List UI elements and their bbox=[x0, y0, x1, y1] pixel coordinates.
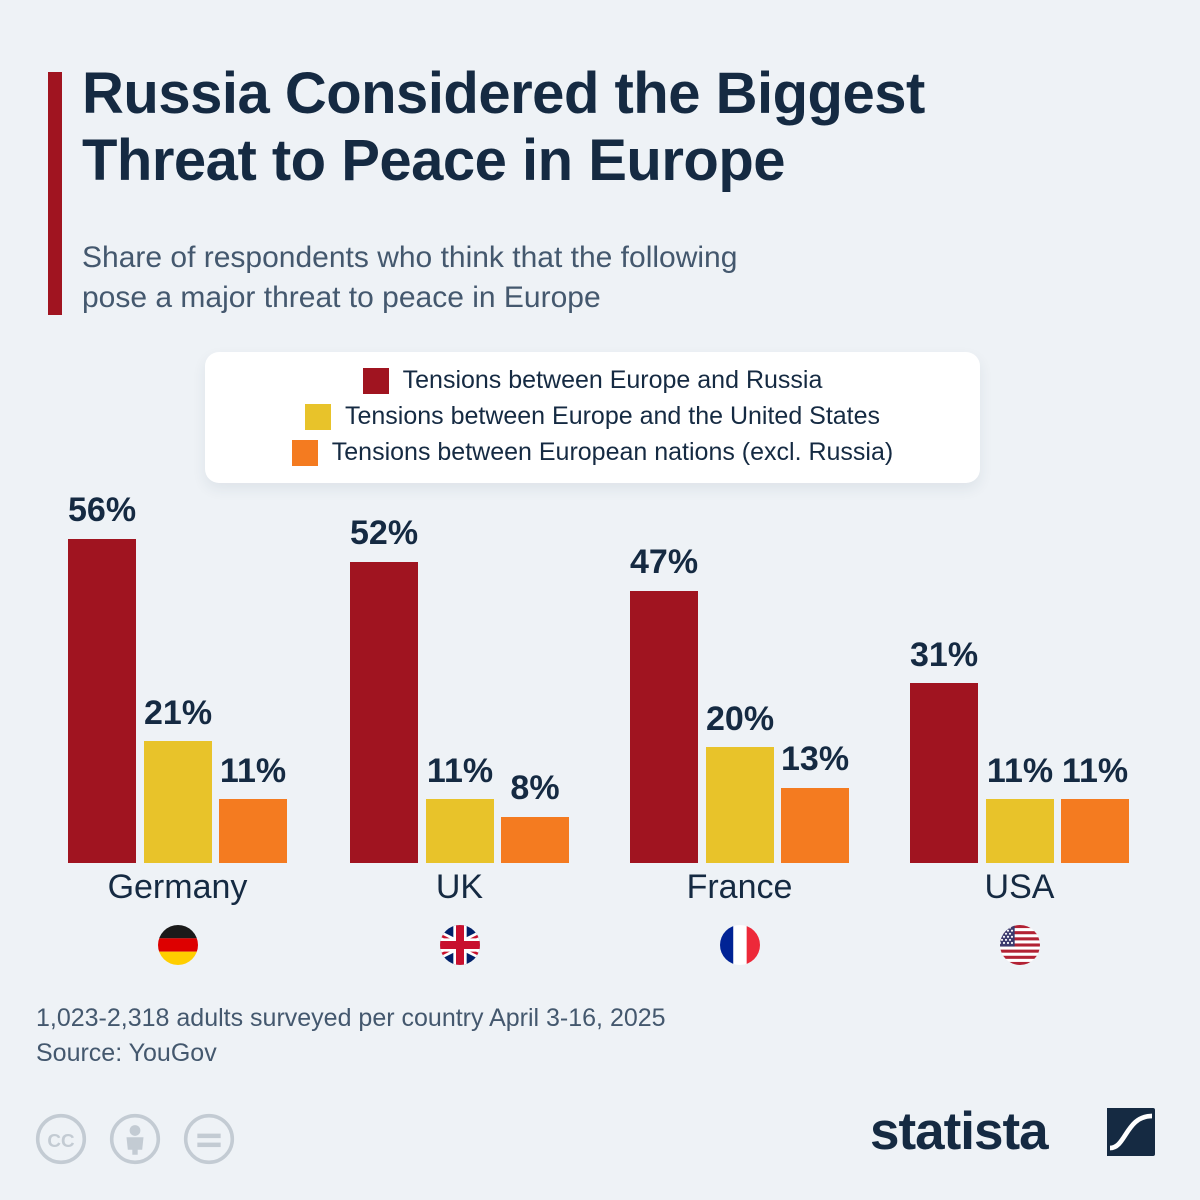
svg-text:CC: CC bbox=[47, 1130, 75, 1151]
svg-text:statista: statista bbox=[870, 1102, 1049, 1161]
